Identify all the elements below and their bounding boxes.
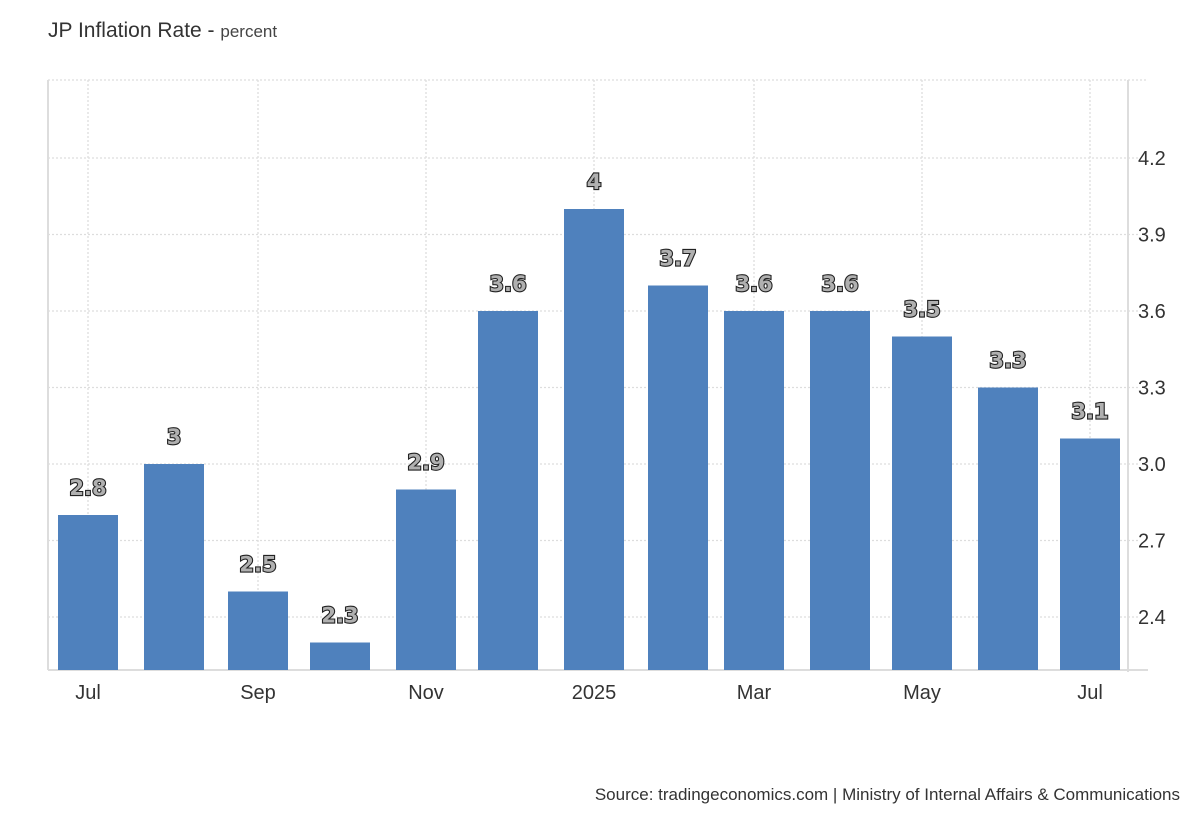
data-label: 2.8 xyxy=(69,476,106,500)
data-label: 2.9 xyxy=(407,451,444,475)
y-tick-label: 2.7 xyxy=(1138,531,1166,553)
data-label: 3 xyxy=(167,425,182,449)
y-tick-label: 4.2 xyxy=(1138,148,1166,170)
bar xyxy=(396,489,456,670)
x-tick-label: 2025 xyxy=(572,682,617,704)
x-tick-label: Nov xyxy=(408,682,444,704)
data-label: 2.5 xyxy=(239,553,276,577)
bar xyxy=(724,311,784,670)
bar xyxy=(478,311,538,670)
bar xyxy=(978,387,1038,670)
bar xyxy=(648,285,708,670)
title-text: JP Inflation Rate xyxy=(48,19,202,42)
data-label: 4 xyxy=(587,170,602,194)
data-label: 3.5 xyxy=(903,298,940,322)
data-label: 2.3 xyxy=(321,604,358,628)
data-label: 3.6 xyxy=(489,272,526,296)
bar xyxy=(810,311,870,670)
x-tick-label: Sep xyxy=(240,682,276,704)
x-tick-label: Jul xyxy=(1077,682,1103,704)
subtitle-text: percent xyxy=(220,22,278,41)
y-tick-label: 3.6 xyxy=(1138,301,1166,323)
bar xyxy=(228,591,288,670)
source-text: Source: tradingeconomics.com | Ministry … xyxy=(594,785,1180,804)
data-label: 3.7 xyxy=(659,247,696,271)
data-label: 3.1 xyxy=(1071,400,1108,424)
bar xyxy=(1060,438,1120,670)
x-tick-label: Mar xyxy=(737,682,772,704)
bar xyxy=(892,336,952,670)
y-tick-label: 3.9 xyxy=(1138,225,1166,247)
y-tick-label: 3.0 xyxy=(1138,454,1166,476)
chart-title: JP Inflation Rate - percent xyxy=(48,19,278,42)
data-label: 3.3 xyxy=(989,349,1026,373)
data-label: 3.6 xyxy=(735,272,772,296)
bar xyxy=(58,515,118,670)
bar xyxy=(144,464,204,670)
x-tick-label: May xyxy=(903,682,941,704)
y-tick-label: 2.4 xyxy=(1138,607,1166,629)
bar xyxy=(310,642,370,670)
x-tick-label: Jul xyxy=(75,682,101,704)
bar xyxy=(564,209,624,670)
y-tick-label: 3.3 xyxy=(1138,378,1166,400)
data-label: 3.6 xyxy=(821,272,858,296)
